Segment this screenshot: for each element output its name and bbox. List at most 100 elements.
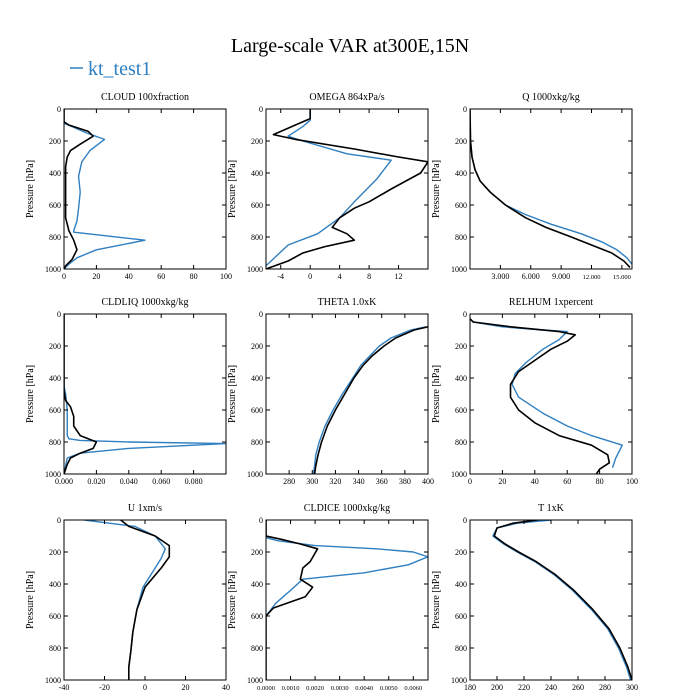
x-tick-label: 380 (399, 477, 411, 486)
y-tick-label: 800 (251, 438, 263, 447)
x-tick-label: -40 (59, 683, 70, 692)
y-tick-label: 400 (455, 580, 467, 589)
series-line-reference (64, 109, 94, 269)
x-tick-label: 60 (157, 272, 165, 281)
x-tick-label: 3.000 (491, 272, 509, 281)
y-tick-label: 200 (49, 548, 61, 557)
x-tick-label: 6.000 (522, 272, 540, 281)
y-tick-label: 400 (455, 169, 467, 178)
y-tick-label: 200 (251, 137, 263, 146)
series-line-kt-test1 (470, 318, 623, 468)
x-tick-label: 0.000 (55, 477, 73, 486)
series-line-reference (493, 520, 632, 680)
x-tick-label: 0.060 (152, 477, 170, 486)
x-tick-label: 0.0060 (404, 685, 422, 692)
plot-frame (63, 313, 227, 475)
x-tick-label: 20 (182, 683, 190, 692)
x-tick-label: 4 (338, 272, 342, 281)
y-tick-label: 0 (57, 105, 61, 114)
x-tick-label: 80 (596, 477, 604, 486)
y-tick-label: 200 (251, 342, 263, 351)
y-tick-label: 600 (251, 612, 263, 621)
panel-title-relhum: RELHUM 1xpercent (509, 297, 593, 308)
y-tick-label: 1000 (45, 265, 61, 274)
y-axis-label: Pressure [hPa] (25, 160, 36, 218)
x-tick-label: 20 (92, 272, 100, 281)
x-tick-label: 40 (125, 272, 133, 281)
series-line-kt-test1 (84, 520, 166, 680)
x-tick-label: 280 (283, 477, 295, 486)
y-tick-label: 1000 (45, 676, 61, 685)
y-tick-label: 600 (455, 612, 467, 621)
y-axis-label: Pressure [hPa] (431, 160, 442, 218)
series-line-reference (64, 314, 98, 474)
x-tick-label: 240 (545, 683, 557, 692)
panel-title-cldliq: CLDLIQ 1000xkg/kg (102, 297, 189, 308)
y-tick-label: 800 (251, 644, 263, 653)
x-tick-label: 340 (353, 477, 365, 486)
x-tick-label: 12.000 (583, 274, 601, 281)
series-line-reference (266, 109, 428, 269)
x-tick-label: 200 (491, 683, 503, 692)
y-tick-label: 200 (455, 342, 467, 351)
y-axis-label: Pressure [hPa] (227, 160, 238, 218)
series-line-reference (470, 318, 611, 474)
panel-q: Q 1000xkg/kg Pressure [hPa] 0 200 400 600 800 1… (431, 92, 633, 281)
y-tick-label: 200 (49, 137, 61, 146)
y-tick-label: 0 (463, 516, 467, 525)
y-axis-label: Pressure [hPa] (431, 571, 442, 629)
y-tick-label: 600 (49, 201, 61, 210)
y-axis-label: Pressure [hPa] (25, 571, 36, 629)
x-tick-label: 40 (222, 683, 230, 692)
y-tick-label: 400 (251, 374, 263, 383)
y-tick-label: 800 (49, 644, 61, 653)
y-tick-label: 800 (455, 644, 467, 653)
y-tick-label: 400 (251, 169, 263, 178)
y-tick-label: 0 (259, 516, 263, 525)
y-axis-label: Pressure [hPa] (227, 571, 238, 629)
y-tick-label: 200 (455, 137, 467, 146)
series-line-reference (120, 520, 171, 680)
panel-title-theta: THETA 1.0xK (318, 297, 377, 308)
x-tick-label: 0 (143, 683, 147, 692)
y-tick-label: 400 (49, 374, 61, 383)
y-tick-label: 600 (251, 406, 263, 415)
x-tick-label: 0.0000 (257, 685, 275, 692)
y-tick-label: 1000 (451, 265, 467, 274)
y-tick-label: 200 (49, 342, 61, 351)
panel-theta: THETA 1.0xK Pressure [hPa] 0 200 400 600 800 10… (227, 297, 434, 486)
y-tick-label: 1000 (247, 265, 263, 274)
y-tick-label: 1000 (451, 676, 467, 685)
y-axis-label: Pressure [hPa] (25, 365, 36, 423)
y-tick-label: 0 (57, 516, 61, 525)
plot-frame (63, 108, 227, 270)
plot-frame (469, 108, 633, 270)
y-tick-label: 400 (49, 169, 61, 178)
x-tick-label: 260 (572, 683, 584, 692)
y-tick-label: 800 (49, 438, 61, 447)
x-tick-label: 100 (220, 272, 232, 281)
y-tick-label: 0 (57, 310, 61, 319)
x-tick-label: 320 (329, 477, 341, 486)
y-tick-label: 800 (251, 233, 263, 242)
x-tick-label: 0 (468, 477, 472, 486)
y-tick-label: 800 (455, 438, 467, 447)
y-tick-label: 800 (49, 233, 61, 242)
plot-frame (265, 108, 429, 270)
plot-frame (63, 519, 227, 681)
panel-title-q: Q 1000xkg/kg (522, 92, 580, 103)
x-tick-label: 0.040 (120, 477, 138, 486)
series-line-reference (470, 109, 631, 268)
y-tick-label: 600 (49, 612, 61, 621)
x-tick-label: 0.080 (185, 477, 203, 486)
y-tick-label: 400 (455, 374, 467, 383)
y-tick-label: 800 (455, 233, 467, 242)
y-tick-label: 200 (455, 548, 467, 557)
y-tick-label: 1000 (247, 676, 263, 685)
plot-frame (265, 519, 429, 681)
x-tick-label: -20 (99, 683, 110, 692)
